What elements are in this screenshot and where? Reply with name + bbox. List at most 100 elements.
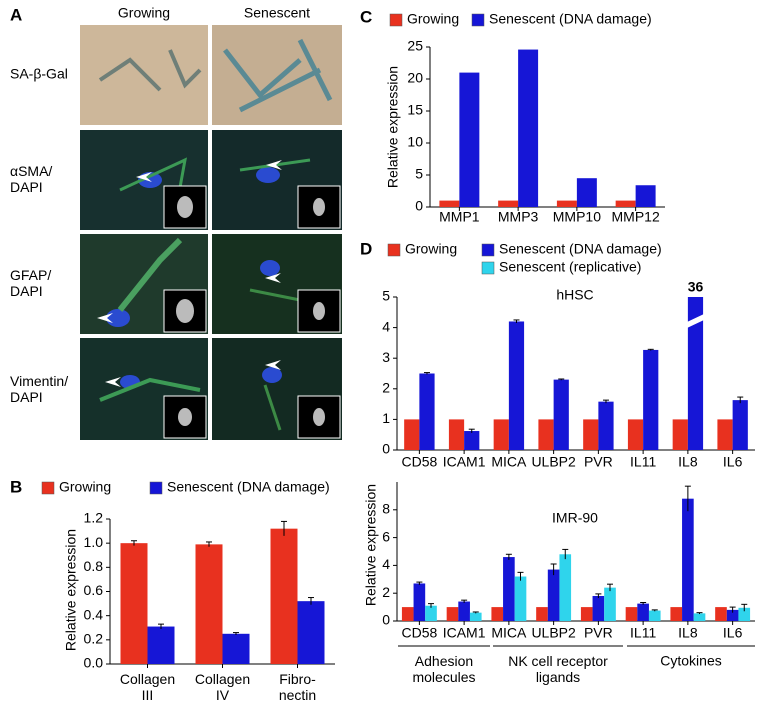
- bar: [670, 607, 683, 621]
- y-tick-label: 1: [382, 410, 390, 426]
- micrographs: [80, 25, 342, 440]
- x-tick-label: MMP1: [439, 209, 480, 225]
- y-tick-label: 0: [382, 612, 390, 628]
- bar: [147, 626, 175, 664]
- bar: [583, 419, 599, 450]
- axis-break: [684, 313, 707, 329]
- y-axis-label: Relative expression: [363, 484, 379, 606]
- x-tick-label: CD58: [401, 625, 437, 641]
- row-label: GFAP/DAPI: [10, 267, 51, 299]
- x-tick-label: Collagen III: [120, 671, 175, 703]
- y-tick-label: 2: [382, 584, 390, 600]
- bar: [598, 401, 614, 450]
- bar: [615, 200, 636, 207]
- legend-swatch: [149, 481, 163, 495]
- bar: [726, 609, 739, 621]
- bar: [559, 554, 572, 621]
- legend-label: Senescent (replicative): [499, 259, 641, 275]
- bar: [648, 610, 661, 621]
- bar: [413, 583, 426, 621]
- x-tick-label: MICA: [491, 454, 527, 470]
- bar: [637, 603, 649, 621]
- x-tick-label: IL11: [630, 454, 656, 470]
- legend-swatch: [41, 481, 55, 495]
- column-header: Growing: [118, 5, 170, 21]
- legend-label: Growing: [59, 479, 111, 495]
- bar: [120, 543, 148, 664]
- bar: [643, 349, 659, 450]
- y-tick-label: 4: [382, 556, 390, 572]
- panel-label: C: [360, 7, 372, 26]
- y-tick-label: 4: [382, 318, 390, 334]
- panel-label: A: [10, 5, 22, 24]
- bar: [732, 400, 748, 450]
- y-tick-label: 3: [382, 349, 390, 365]
- y-tick-label: 1.2: [84, 510, 104, 526]
- bar: [576, 178, 597, 207]
- x-tick-label: ULBP2: [531, 454, 576, 470]
- x-tick-label: Collagen IV: [195, 671, 250, 703]
- x-tick-label: IL11: [630, 625, 656, 641]
- bar: [687, 297, 704, 450]
- y-tick-label: 8: [382, 501, 390, 517]
- bar: [439, 200, 460, 207]
- group-label: Adhesion molecules: [412, 653, 475, 685]
- bar: [222, 633, 250, 664]
- y-axis-label: Relative expression: [63, 529, 79, 651]
- bar: [538, 419, 554, 450]
- x-tick-label: MMP12: [612, 209, 660, 225]
- bar: [580, 607, 593, 621]
- x-tick-label: MMP10: [553, 209, 601, 225]
- bar: [491, 607, 504, 621]
- bar: [717, 419, 733, 450]
- row-label: αSMA/DAPI: [10, 163, 52, 195]
- y-tick-label: 0: [415, 198, 423, 214]
- legend-label: Growing: [407, 11, 459, 27]
- x-tick-label: ICAM1: [443, 454, 486, 470]
- x-tick-label: PVR: [584, 625, 613, 641]
- y-tick-label: 0.2: [84, 631, 104, 647]
- y-tick-label: 15: [407, 102, 423, 118]
- legend-label: Growing: [405, 241, 457, 257]
- bar: [672, 419, 688, 450]
- x-tick-label: ICAM1: [443, 625, 486, 641]
- column-header: Senescent: [244, 5, 310, 21]
- x-tick-label: MMP3: [498, 209, 539, 225]
- group-label: Cytokines: [660, 653, 721, 669]
- legend-swatch: [387, 243, 401, 257]
- y-tick-label: 0.4: [84, 606, 104, 622]
- legend-label: Senescent (DNA damage): [489, 11, 652, 27]
- subplot-title: IMR-90: [552, 510, 598, 526]
- legend-swatch: [481, 261, 495, 275]
- legend-swatch: [389, 13, 403, 27]
- y-tick-label: 1.0: [84, 534, 104, 550]
- bar: [635, 185, 656, 207]
- panel-label: B: [10, 477, 22, 496]
- bar: [604, 587, 616, 621]
- bar: [401, 607, 414, 621]
- bar: [547, 569, 560, 621]
- bar: [536, 607, 548, 621]
- y-tick-label: 10: [407, 134, 423, 150]
- bar: [419, 373, 435, 450]
- subplot-title: hHSC: [556, 287, 593, 303]
- y-tick-label: 5: [382, 288, 390, 304]
- row-label: SA-β-Gal: [10, 66, 68, 82]
- bar: [464, 431, 480, 450]
- bar: [503, 557, 515, 621]
- bar: [682, 498, 694, 621]
- x-tick-label: ULBP2: [531, 625, 576, 641]
- y-tick-label: 0: [382, 441, 390, 457]
- legend-label: Senescent (DNA damage): [499, 241, 662, 257]
- y-tick-label: 0.8: [84, 558, 104, 574]
- group-label: NK cell receptor ligands: [508, 653, 608, 685]
- legend-label: Senescent (DNA damage): [167, 479, 330, 495]
- x-tick-label: CD58: [401, 454, 437, 470]
- bar: [425, 605, 437, 621]
- bar: [297, 601, 325, 664]
- x-tick-label: IL6: [723, 625, 743, 641]
- bar: [195, 544, 223, 664]
- bar: [738, 607, 751, 621]
- y-axis-label: Relative expression: [385, 66, 401, 188]
